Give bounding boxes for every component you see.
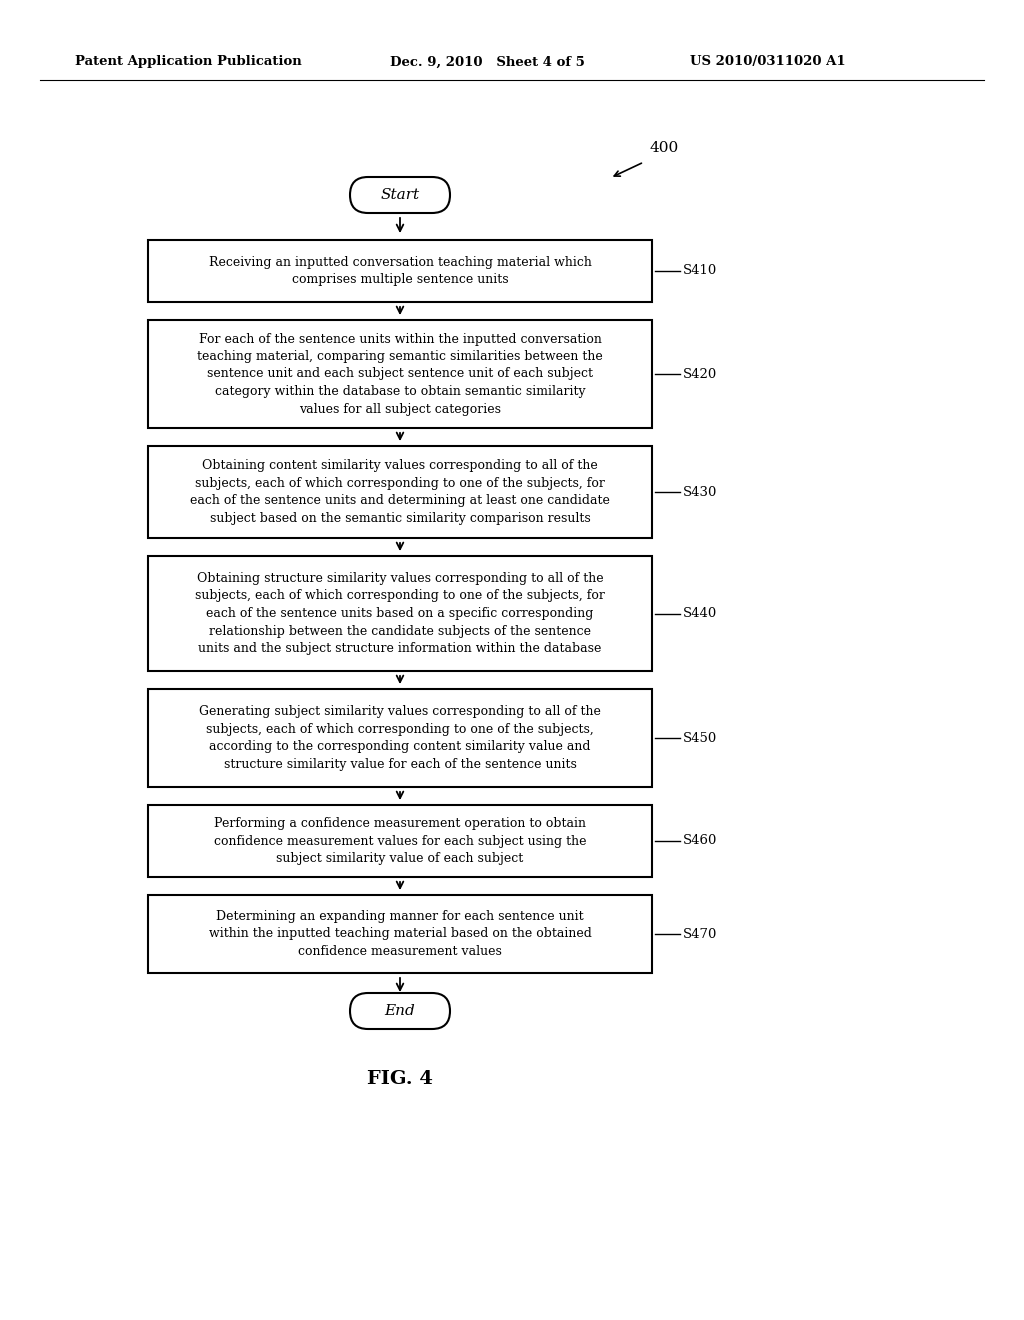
Text: Obtaining structure similarity values corresponding to all of the
subjects, each: Obtaining structure similarity values co… (195, 572, 605, 655)
Bar (148, 805, 652, 876)
Text: S430: S430 (683, 486, 718, 499)
FancyBboxPatch shape (350, 993, 450, 1030)
Text: S460: S460 (683, 834, 718, 847)
Text: End: End (385, 1005, 416, 1018)
Text: For each of the sentence units within the inputted conversation
teaching materia: For each of the sentence units within th… (198, 333, 603, 416)
Bar (148, 895, 652, 973)
Text: Patent Application Publication: Patent Application Publication (75, 55, 302, 69)
Bar (148, 556, 652, 671)
Text: S410: S410 (683, 264, 717, 277)
Bar (148, 240, 652, 302)
Text: Determining an expanding manner for each sentence unit
within the inputted teach: Determining an expanding manner for each… (209, 909, 592, 958)
Text: Obtaining content similarity values corresponding to all of the
subjects, each o: Obtaining content similarity values corr… (190, 459, 610, 525)
Text: S420: S420 (683, 367, 717, 380)
FancyBboxPatch shape (350, 177, 450, 213)
Text: 400: 400 (650, 141, 679, 154)
Text: US 2010/0311020 A1: US 2010/0311020 A1 (690, 55, 846, 69)
Text: Dec. 9, 2010   Sheet 4 of 5: Dec. 9, 2010 Sheet 4 of 5 (390, 55, 585, 69)
Bar (148, 446, 652, 539)
Text: Generating subject similarity values corresponding to all of the
subjects, each : Generating subject similarity values cor… (199, 705, 601, 771)
Text: S450: S450 (683, 731, 717, 744)
Bar (148, 689, 652, 787)
Text: Start: Start (381, 187, 420, 202)
Text: S470: S470 (683, 928, 718, 940)
Text: Receiving an inputted conversation teaching material which
comprises multiple se: Receiving an inputted conversation teach… (209, 256, 592, 286)
Bar (148, 319, 652, 428)
Text: Performing a confidence measurement operation to obtain
confidence measurement v: Performing a confidence measurement oper… (214, 817, 587, 865)
Text: FIG. 4: FIG. 4 (367, 1071, 433, 1088)
Text: S440: S440 (683, 607, 717, 620)
